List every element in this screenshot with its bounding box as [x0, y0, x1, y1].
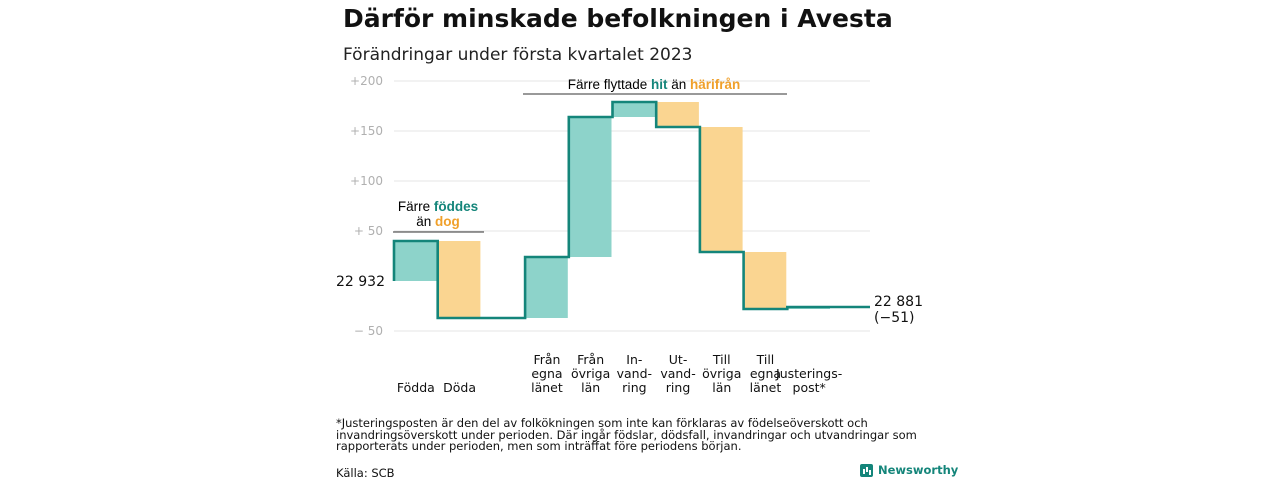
y-tick-label: +200	[350, 74, 383, 88]
waterfall-bar	[613, 102, 656, 117]
x-category-label: Ut-	[669, 352, 688, 367]
y-tick-label: +150	[350, 124, 383, 138]
x-category-label: övriga	[702, 366, 741, 381]
svg-text:än dog: än dog	[416, 214, 460, 229]
x-category-label: Döda	[443, 380, 476, 395]
migration-hit-highlight: hit	[651, 77, 668, 92]
x-category-label: Till	[712, 352, 731, 367]
waterfall-bar	[438, 241, 481, 318]
x-category-label: övriga	[571, 366, 610, 381]
x-category-label: Från	[533, 352, 560, 367]
end-value-label: 22 881	[874, 294, 923, 310]
waterfall-bar	[526, 257, 568, 318]
chart-subtitle: Förändringar under första kvartalet 2023	[343, 45, 693, 65]
end-value-label: (−51)	[874, 310, 914, 326]
x-category-label: post*	[793, 380, 826, 395]
waterfall-bar	[744, 252, 787, 309]
deaths-annotation-text: än	[416, 214, 435, 229]
y-tick-label: + 50	[354, 224, 383, 238]
bar-layer	[395, 102, 830, 318]
chart-title: Därför minskade befolkningen i Avesta	[343, 4, 893, 33]
footnote: *Justeringsposten är den del av folkökni…	[336, 416, 917, 453]
x-category-label: län	[581, 380, 600, 395]
x-category-label: vand-	[617, 366, 652, 381]
births-annotation: Färre föddes än dog	[393, 199, 484, 233]
migration-mid-text: än	[667, 77, 690, 92]
svg-text:Färre föddes: Färre föddes	[398, 199, 478, 214]
x-category-label: län	[712, 380, 731, 395]
label-layer: Födda DödaFrånegnalänetFrånövrigalänIn-va…	[336, 274, 923, 395]
x-category-label: egna	[531, 366, 562, 381]
start-value-label: 22 932	[336, 274, 385, 290]
x-category-label: länet	[531, 380, 563, 395]
y-tick-label: − 50	[354, 324, 383, 338]
bar-chart-icon	[860, 463, 873, 477]
x-category-label: In-	[626, 352, 642, 367]
x-category-label: ring	[622, 380, 646, 395]
births-highlight: föddes	[434, 199, 478, 214]
births-annotation-text: Färre	[398, 199, 434, 214]
x-category-label: Från	[577, 352, 604, 367]
deaths-highlight: dog	[435, 214, 460, 229]
waterfall-bar	[569, 117, 612, 257]
y-tick-label: +100	[350, 174, 383, 188]
x-category-label: Födda	[397, 380, 435, 395]
migration-harifran-highlight: härifrån	[690, 77, 740, 92]
x-category-label: egna	[750, 366, 781, 381]
x-category-label: Justerings-	[775, 366, 842, 381]
step-line-layer	[392, 100, 870, 320]
waterfall-bar	[395, 241, 437, 281]
x-category-label: vand-	[660, 366, 695, 381]
waterfall-bar	[657, 102, 699, 127]
source-label: Källa: SCB	[336, 466, 395, 480]
x-category-label: Till	[756, 352, 775, 367]
x-category-label: ring	[666, 380, 690, 395]
migration-annotation-text: Färre flyttade	[568, 77, 651, 92]
x-category-label: länet	[750, 380, 782, 395]
step-line	[392, 100, 870, 320]
grid-layer: +200 +150 +100 + 50 − 50	[350, 74, 870, 338]
brand-name: Newsworthy	[878, 463, 959, 477]
newsworthy-logo[interactable]: Newsworthy	[860, 463, 958, 477]
migration-annotation: Färre flyttade hit än härifrån	[523, 77, 787, 95]
waterfall-bar	[700, 127, 743, 252]
svg-text:Färre flyttade hit än härifrån: Färre flyttade hit än härifrån	[568, 77, 741, 92]
